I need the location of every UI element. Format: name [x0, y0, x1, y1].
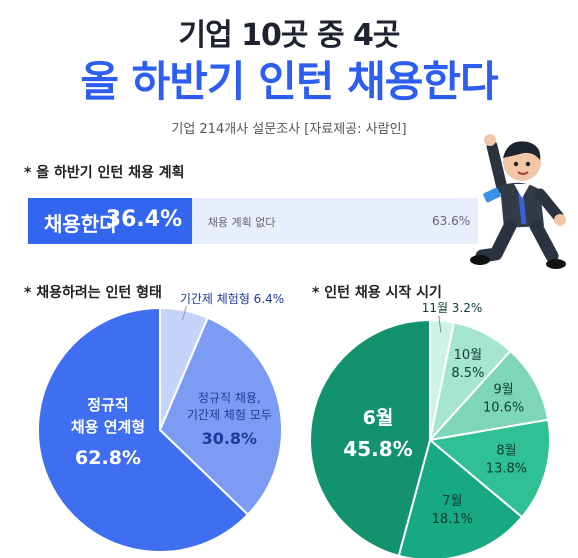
pie-start-label-1: 7월	[442, 494, 462, 509]
pie-start-value-2: 13.8%	[486, 462, 527, 477]
pie-start-value-1: 18.1%	[432, 512, 473, 527]
bar-value-yes: 36.4%	[105, 207, 183, 232]
section-label-plan: * 올 하반기 인턴 채용 계획	[24, 165, 185, 181]
pie-chart-start-month: 6월 45.8% 7월 18.1% 8월 13.8% 9월 10.6% 10월 8.5% 11월 3…	[309, 301, 551, 558]
pie-type-slice-0	[37, 306, 250, 553]
section-label-type: * 채용하려는 인턴 형태	[24, 285, 162, 301]
pie-start-callout-line	[438, 315, 442, 333]
title-line2: 올 하반기 인턴 채용한다	[80, 57, 498, 106]
pie-start-slice-3	[427, 349, 550, 442]
title-line1: 기업 10곳 중 4곳	[178, 18, 401, 53]
pie-start-value-0: 45.8%	[343, 437, 412, 461]
pie-type-value-1: 30.8%	[202, 429, 258, 448]
pie-start-slice-1	[397, 438, 524, 558]
bar-label-yes: 채용한다	[44, 212, 118, 236]
source-note: 기업 214개사 설문조사 [자료제공: 사람인]	[171, 122, 407, 137]
bar-label-no: 채용 계획 없다	[207, 216, 276, 229]
pie-type-label-1b: 기간제 체험 모두	[187, 408, 272, 422]
pie-start-value-3: 10.6%	[483, 401, 524, 416]
pie-type-label-2: 기간제 체험형 6.4%	[180, 292, 284, 306]
pie-type-value-0: 62.8%	[75, 447, 141, 469]
pie-start-slice-0	[309, 318, 431, 558]
pie-start-label-5: 11월 3.2%	[422, 301, 483, 315]
bar-value-no: 63.6%	[432, 214, 471, 228]
pie-type-label-1a: 정규직 채용,	[198, 391, 261, 405]
businessman-illustration	[470, 134, 566, 269]
pie-start-label-0: 6월	[363, 407, 394, 429]
plan-bar-track: 채용한다 36.4% 채용 계획 없다 63.6%	[28, 198, 478, 244]
pie-type-callout-line	[181, 305, 187, 321]
pie-start-label-4: 10월	[454, 348, 483, 363]
section-label-start: * 인턴 채용 시작 시기	[312, 285, 442, 301]
plan-bar-fill-yes	[28, 198, 192, 244]
pie-start-label-3: 9월	[493, 383, 513, 398]
pie-type-label-0b: 채용 연계형	[71, 418, 145, 436]
pie-start-label-2: 8월	[496, 444, 516, 459]
pie-start-value-4: 8.5%	[451, 366, 484, 381]
pie-start-slice-2	[427, 418, 551, 519]
pie-type-slice-1	[158, 316, 283, 517]
pie-type-label-0a: 정규직	[87, 396, 128, 414]
